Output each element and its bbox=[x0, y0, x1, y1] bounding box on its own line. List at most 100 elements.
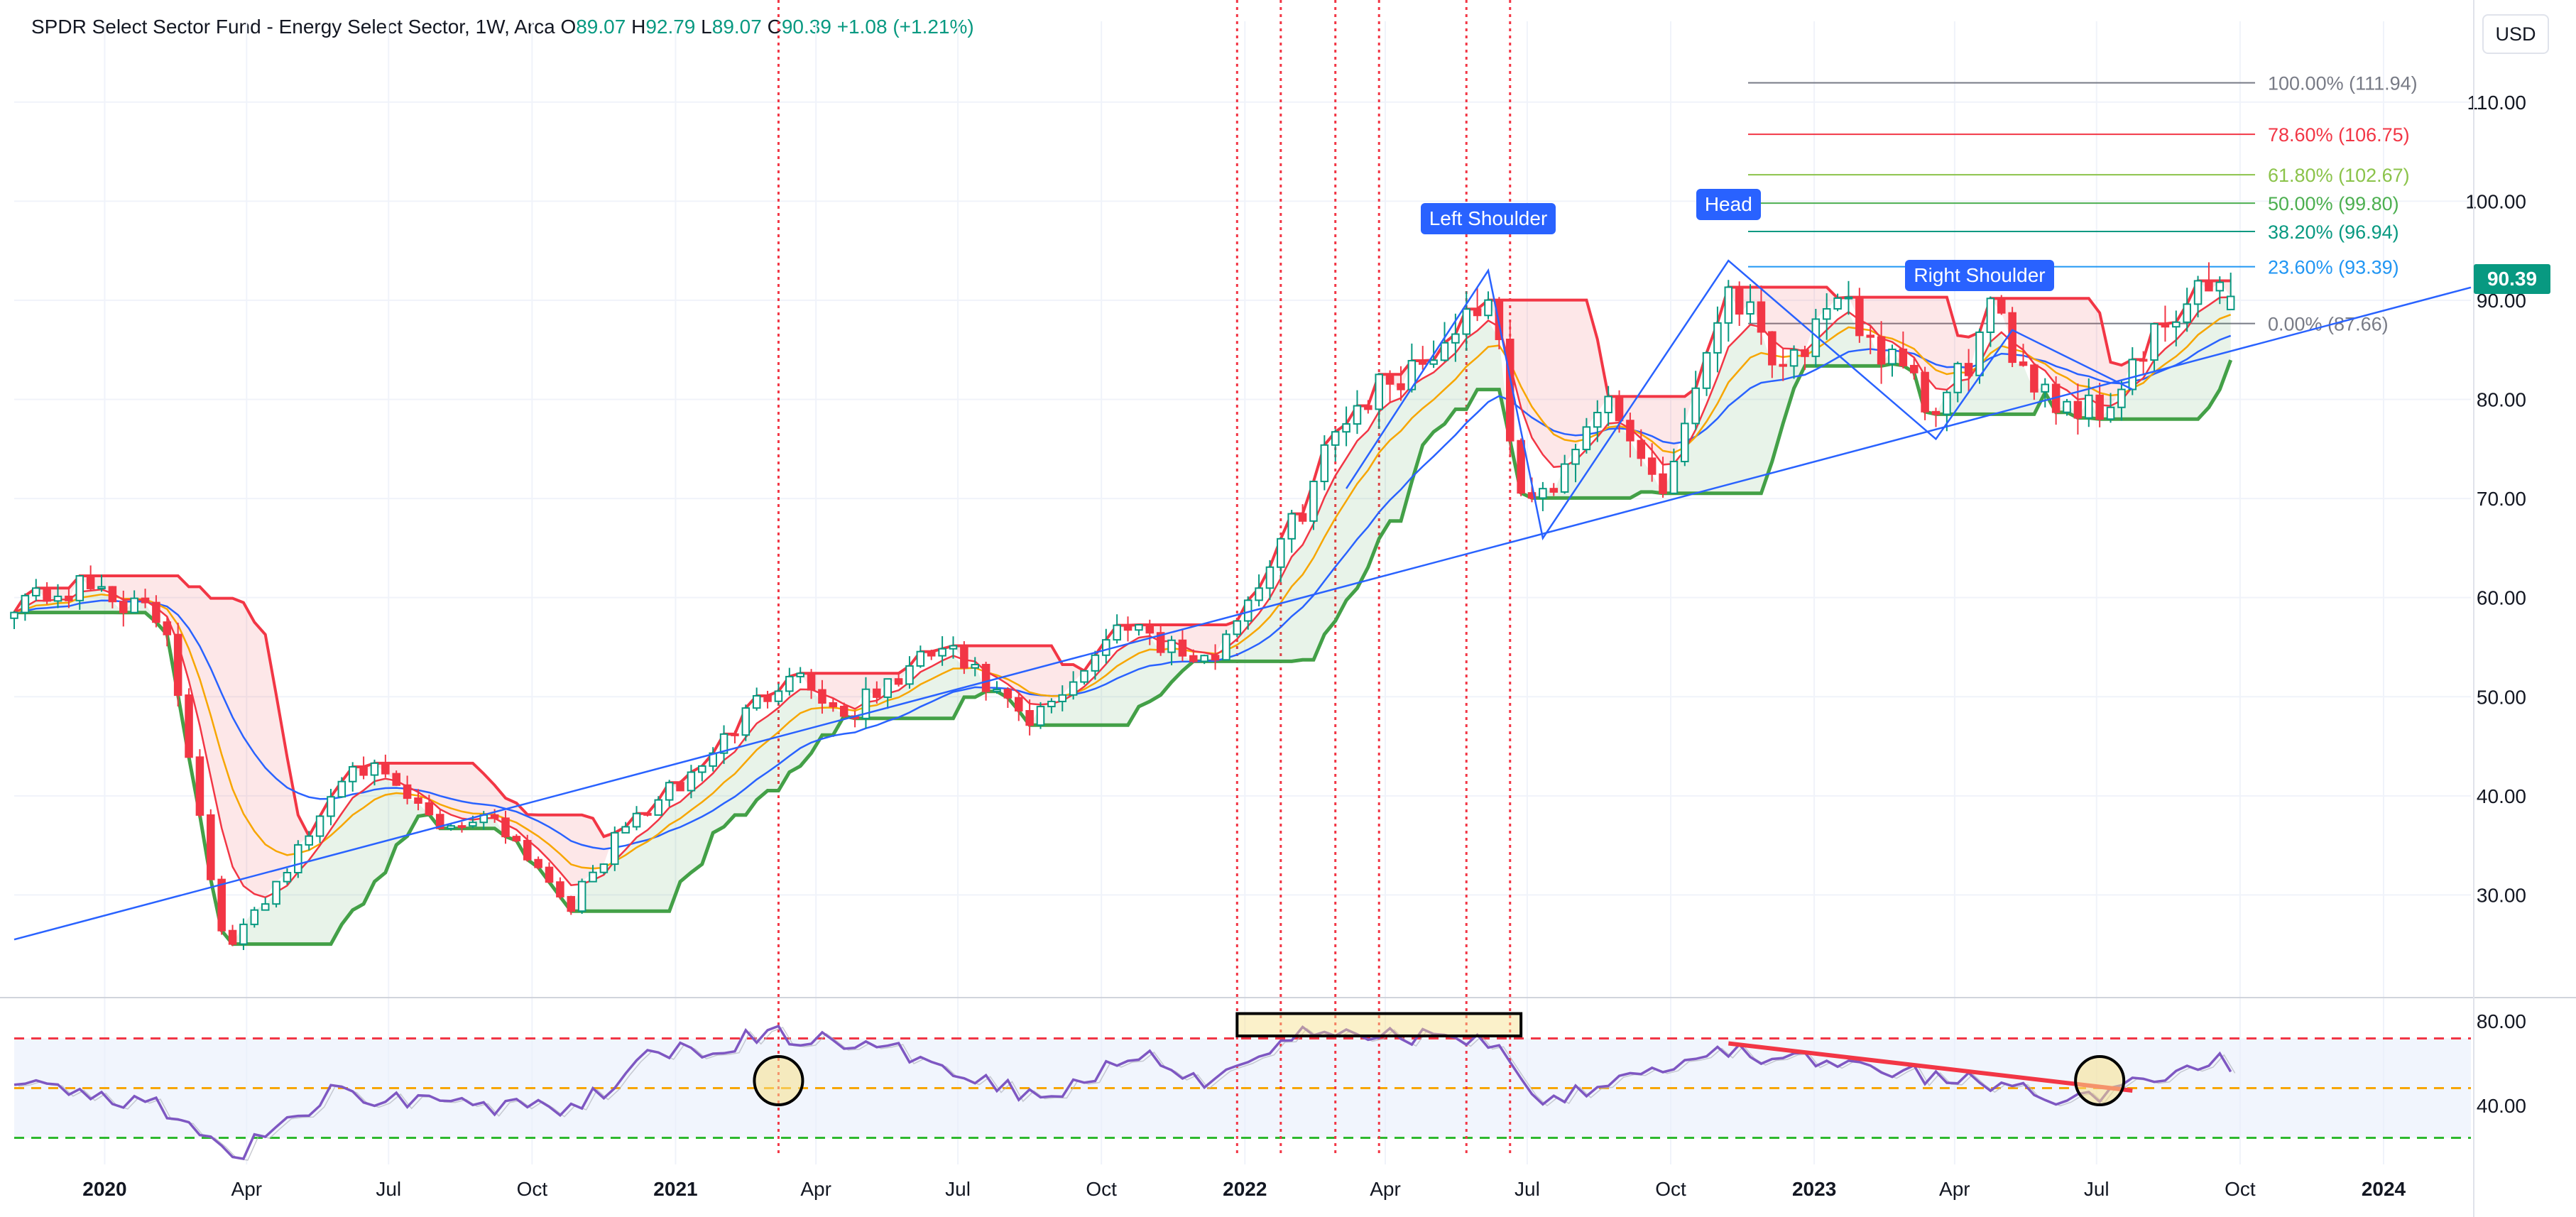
candle-body bbox=[1331, 431, 1340, 446]
candle-body bbox=[31, 587, 40, 596]
fib-level-label: 61.80% (102.67) bbox=[2268, 165, 2410, 186]
candle-body bbox=[1375, 373, 1383, 410]
last-price-badge: 90.39 bbox=[2474, 264, 2550, 294]
candle-body bbox=[1931, 410, 1941, 415]
rsi-panel bbox=[13, 1012, 2236, 1161]
candle-body bbox=[698, 765, 706, 773]
candle-body bbox=[665, 782, 674, 801]
candle-body bbox=[654, 799, 663, 816]
support-fill bbox=[14, 297, 2231, 944]
rsi-divergence-line bbox=[1728, 1041, 2133, 1093]
candle-body bbox=[2172, 321, 2181, 328]
candle-body bbox=[1298, 513, 1307, 522]
candle-body bbox=[774, 690, 783, 702]
candle-body bbox=[261, 903, 270, 911]
candle-body bbox=[1964, 363, 1973, 376]
candle-body bbox=[567, 895, 576, 912]
candle-body bbox=[1080, 670, 1088, 683]
candle-body bbox=[119, 601, 128, 613]
candle-body bbox=[1539, 488, 1547, 499]
candle-body bbox=[75, 575, 84, 601]
head-shoulders-pattern bbox=[1346, 259, 2133, 541]
candle-body bbox=[1549, 488, 1559, 493]
candle-body bbox=[1069, 681, 1078, 696]
x-tick-label: Jul bbox=[945, 1178, 971, 1200]
candle-body bbox=[2063, 400, 2071, 413]
candle-body bbox=[1156, 632, 1165, 653]
candle-body bbox=[2008, 312, 2016, 364]
candle-body bbox=[643, 812, 652, 816]
candle-body bbox=[21, 594, 30, 613]
ema-orange-line bbox=[13, 314, 2232, 870]
candle-body bbox=[1779, 364, 1787, 367]
candle-body bbox=[1287, 513, 1296, 540]
open-label: O bbox=[560, 16, 577, 38]
candle-body bbox=[501, 817, 510, 838]
candle-body bbox=[1462, 308, 1471, 335]
candle-body bbox=[1385, 373, 1395, 385]
candle-body bbox=[807, 672, 816, 691]
candle-body bbox=[425, 802, 434, 816]
candle-body bbox=[414, 797, 422, 804]
candle-body bbox=[2205, 280, 2213, 292]
candle-body bbox=[1527, 492, 1537, 499]
candle-body bbox=[621, 826, 630, 834]
candle-body bbox=[1397, 383, 1405, 391]
y-tick-label: 30.00 bbox=[2477, 884, 2526, 906]
candle-body bbox=[1036, 706, 1045, 726]
candle-body bbox=[1746, 301, 1754, 315]
candle-body bbox=[1822, 307, 1831, 320]
candle-body bbox=[1003, 688, 1013, 699]
fib-level-label: 0.00% (87.66) bbox=[2268, 314, 2389, 335]
candle-body bbox=[1713, 322, 1722, 354]
candle-body bbox=[839, 705, 848, 717]
candle-body bbox=[195, 756, 204, 816]
pattern-label: Left Shoulder bbox=[1420, 203, 1556, 234]
candle-body bbox=[43, 587, 51, 602]
candle-body bbox=[1102, 639, 1110, 656]
candle-body bbox=[1353, 405, 1362, 425]
candle-body bbox=[1571, 449, 1580, 465]
candle-body bbox=[2030, 364, 2039, 393]
candle-body bbox=[348, 765, 357, 782]
candle-body bbox=[731, 733, 739, 736]
candle-body bbox=[1342, 423, 1350, 433]
candle-body bbox=[599, 863, 608, 873]
candle-body bbox=[108, 586, 117, 603]
candle-body bbox=[1309, 481, 1318, 522]
candle-body bbox=[217, 878, 226, 932]
pattern-label: Head bbox=[1696, 189, 1761, 220]
resistance-fill bbox=[14, 280, 2231, 897]
y-tick-label: 110.00 bbox=[2467, 92, 2526, 114]
candle-body bbox=[1943, 391, 1951, 415]
candle-body bbox=[250, 909, 259, 925]
x-tick-label: Apr bbox=[800, 1178, 831, 1200]
candle-body bbox=[1637, 440, 1646, 459]
high-value: 92.79 bbox=[645, 16, 696, 38]
candle-body bbox=[1233, 620, 1242, 635]
candle-body bbox=[1735, 286, 1744, 315]
grid bbox=[14, 21, 2471, 1164]
rsi-line bbox=[13, 1024, 2232, 1160]
candle-body bbox=[1200, 655, 1208, 662]
currency-button[interactable]: USD bbox=[2482, 14, 2549, 54]
candle-body bbox=[1582, 426, 1591, 451]
candle-body bbox=[1899, 349, 1908, 366]
candle-body bbox=[2106, 406, 2115, 420]
y-tick-label: 100.00 bbox=[2465, 190, 2526, 212]
candle-body bbox=[687, 771, 696, 792]
candle-body bbox=[370, 762, 379, 776]
candle-body bbox=[971, 664, 980, 669]
candle-body bbox=[927, 650, 936, 657]
candle-body bbox=[1320, 444, 1329, 483]
candle-body bbox=[1517, 440, 1525, 494]
candle-body bbox=[960, 645, 968, 669]
candle-body bbox=[152, 601, 160, 623]
candle-body bbox=[2215, 281, 2225, 292]
candle-body bbox=[97, 586, 106, 589]
candle-body bbox=[2150, 323, 2159, 361]
x-tick-label: 2021 bbox=[653, 1178, 697, 1200]
candle-body bbox=[2019, 361, 2028, 366]
candle-body bbox=[861, 688, 871, 719]
